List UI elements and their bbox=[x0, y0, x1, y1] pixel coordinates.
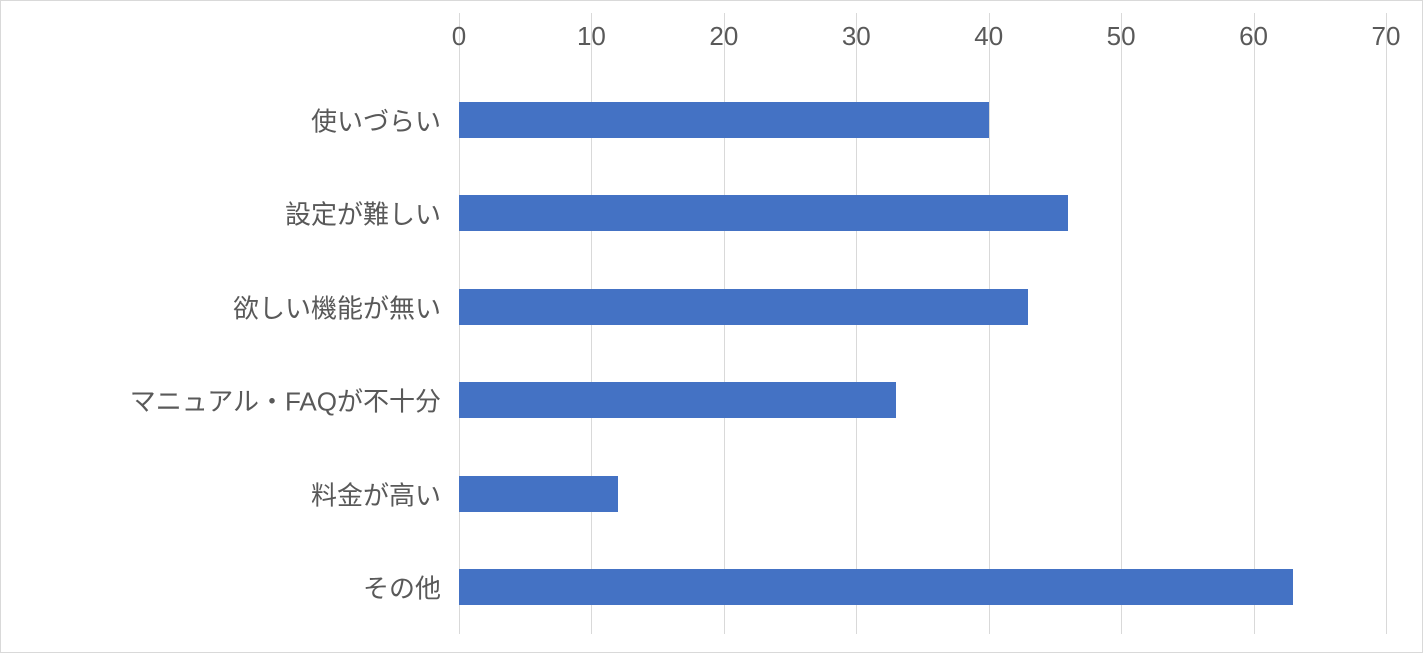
plot-region: 使いづらい設定が難しい欲しい機能が無いマニュアル・FAQが不十分料金が高いその他… bbox=[19, 73, 1404, 634]
x-tick-label: 10 bbox=[577, 21, 606, 52]
x-tick-label: 0 bbox=[452, 21, 466, 52]
chart-frame: 使いづらい設定が難しい欲しい機能が無いマニュアル・FAQが不十分料金が高いその他… bbox=[0, 0, 1423, 653]
x-tick-label: 60 bbox=[1239, 21, 1268, 52]
bar bbox=[459, 382, 896, 418]
category-label: 設定が難しい bbox=[285, 195, 441, 232]
category-label: その他 bbox=[363, 569, 441, 606]
category-label: 使いづらい bbox=[311, 101, 441, 138]
gridline bbox=[1386, 13, 1387, 634]
category-row: その他 bbox=[19, 541, 459, 635]
category-row: 使いづらい bbox=[19, 73, 459, 167]
bars-area: 010203040506070 bbox=[459, 73, 1386, 634]
bar bbox=[459, 569, 1293, 605]
category-label: 欲しい機能が無い bbox=[233, 288, 441, 325]
x-tick-label: 30 bbox=[842, 21, 871, 52]
category-row: 料金が高い bbox=[19, 447, 459, 541]
x-tick-label: 20 bbox=[709, 21, 738, 52]
bar-row bbox=[459, 541, 1386, 635]
bar-row bbox=[459, 447, 1386, 541]
category-row: 設定が難しい bbox=[19, 167, 459, 261]
bar bbox=[459, 102, 989, 138]
category-label: マニュアル・FAQが不十分 bbox=[130, 382, 441, 419]
bar bbox=[459, 195, 1068, 231]
bar-row bbox=[459, 73, 1386, 167]
bar-row bbox=[459, 167, 1386, 261]
category-row: 欲しい機能が無い bbox=[19, 260, 459, 354]
x-tick-label: 40 bbox=[974, 21, 1003, 52]
category-row: マニュアル・FAQが不十分 bbox=[19, 354, 459, 448]
category-label: 料金が高い bbox=[311, 475, 441, 512]
bar-row bbox=[459, 354, 1386, 448]
chart-inner: 使いづらい設定が難しい欲しい機能が無いマニュアル・FAQが不十分料金が高いその他… bbox=[19, 13, 1404, 634]
x-tick-label: 50 bbox=[1107, 21, 1136, 52]
bar bbox=[459, 289, 1028, 325]
bar bbox=[459, 476, 618, 512]
y-axis-labels: 使いづらい設定が難しい欲しい機能が無いマニュアル・FAQが不十分料金が高いその他 bbox=[19, 73, 459, 634]
bar-row bbox=[459, 260, 1386, 354]
x-tick-label: 70 bbox=[1372, 21, 1401, 52]
